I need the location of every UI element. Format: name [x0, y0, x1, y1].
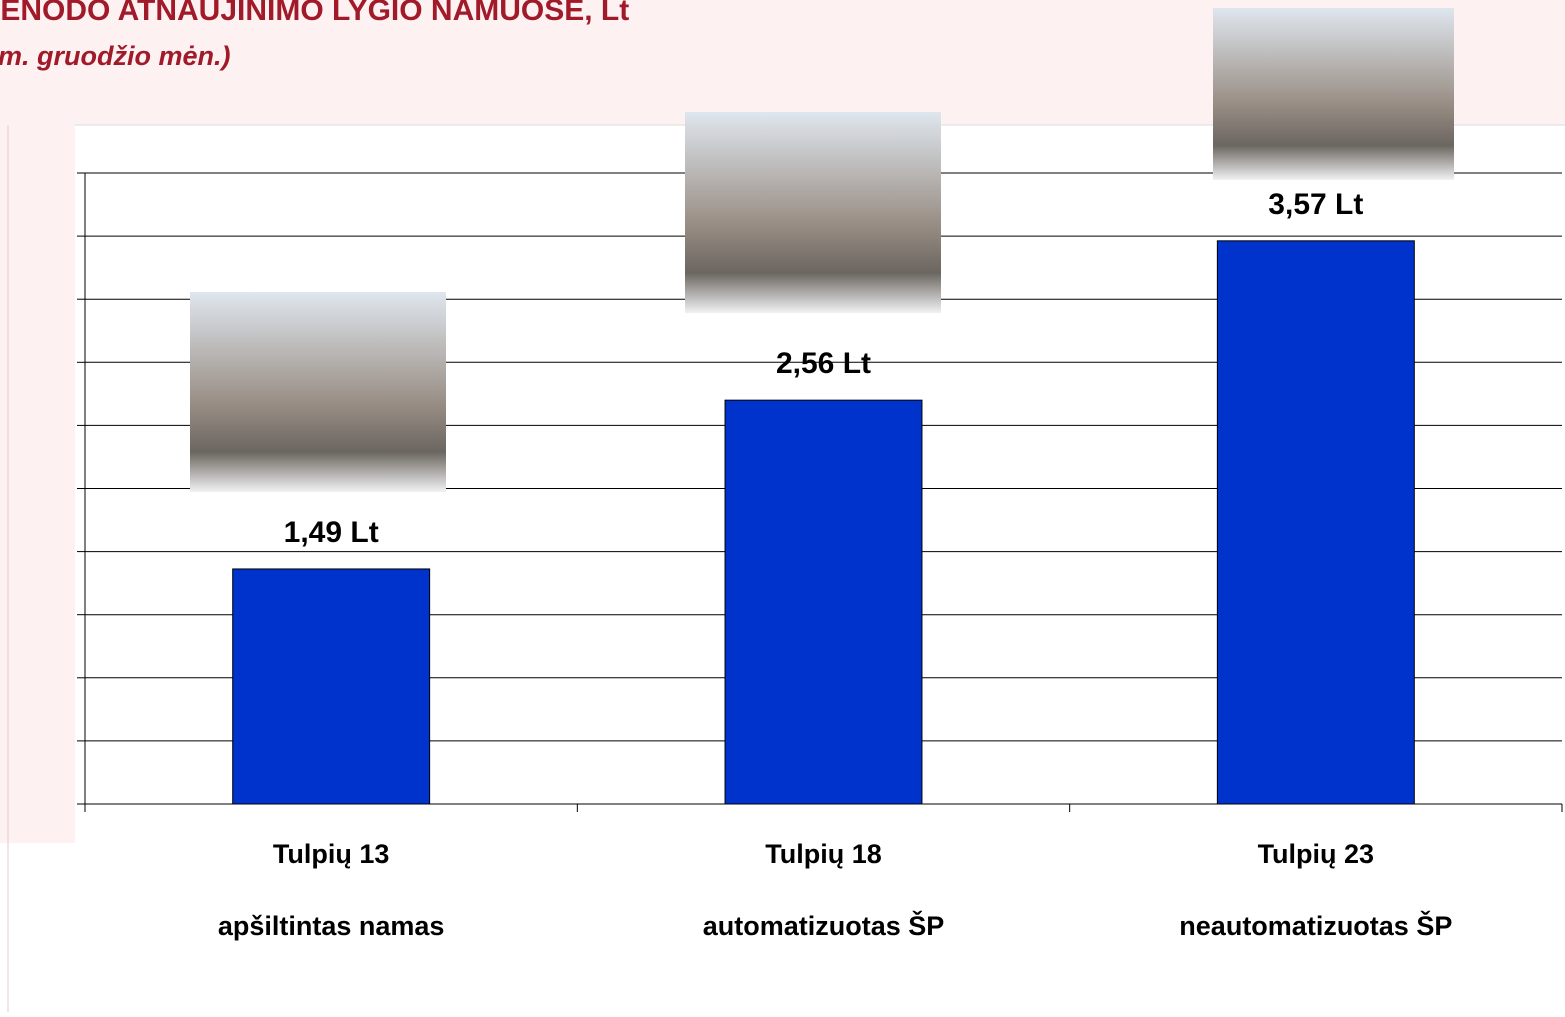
x-tick-label: Tulpių 13 — [273, 839, 390, 869]
chart-title: IENODO ATNAUJINIMO LYGIO NAMUOSE, Lt — [0, 0, 629, 27]
photo — [190, 292, 446, 492]
data-label: 2,56 Lt — [776, 347, 871, 380]
category-description: neautomatizuotas ŠP — [1179, 910, 1452, 941]
x-tick-label: Tulpių 18 — [765, 839, 882, 869]
category-description: apšiltintas namas — [218, 911, 445, 941]
category-description: automatizuotas ŠP — [703, 910, 945, 941]
photo — [1213, 8, 1454, 180]
x-tick-label: Tulpių 23 — [1258, 839, 1375, 869]
plot-area: Tulpių 13 apšiltintas namas 1,49 Lt Tulpių … — [77, 172, 1563, 941]
chart-subtitle: m. gruodžio mėn.) — [0, 41, 231, 71]
data-label: 3,57 Lt — [1268, 188, 1363, 221]
data-label: 1,49 Lt — [284, 516, 379, 549]
photo — [685, 112, 941, 313]
side-band — [0, 125, 75, 843]
bar — [232, 568, 431, 805]
bar — [724, 399, 923, 805]
bar — [1216, 240, 1415, 805]
